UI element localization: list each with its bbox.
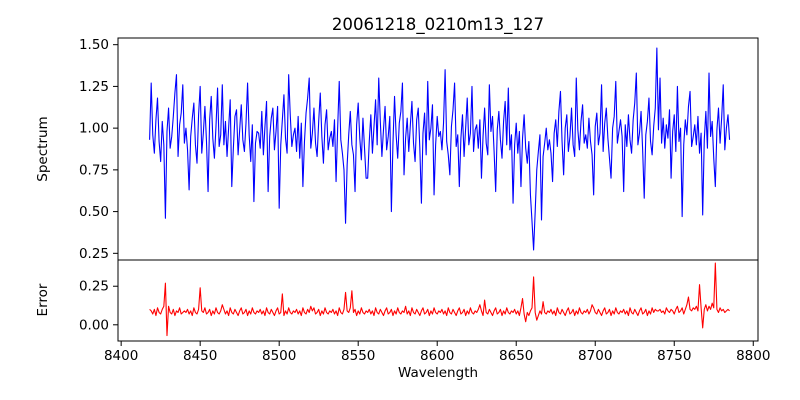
x-axis-label: Wavelength (398, 365, 478, 381)
x-tick-label: 8450 (183, 348, 217, 364)
x-tick-label: 8650 (499, 348, 533, 364)
error-y-tick-label: 0.00 (79, 317, 109, 333)
x-tick-label: 8500 (262, 348, 296, 364)
chart-title: 20061218_0210m13_127 (332, 15, 544, 35)
error-axes-frame (117, 259, 759, 342)
x-tick-label: 8700 (578, 348, 612, 364)
x-tick-label: 8400 (104, 348, 138, 364)
x-tick-label: 8600 (420, 348, 454, 364)
spectrum-y-axis-label: Spectrum (35, 116, 51, 181)
spectrum-y-tick-label: 1.50 (79, 37, 109, 53)
plot-area: 0.25 0.50 0.75 1.00 1.25 1.50 0.00 0.25 8400 8450… (79, 37, 771, 364)
error-line (149, 262, 730, 337)
spectrum-y-tick-label: 0.25 (79, 246, 109, 262)
error-y-tick-label: 0.25 (79, 279, 109, 295)
spectrum-y-tick-label: 0.75 (79, 162, 109, 178)
spectrum-y-tick-label: 0.50 (79, 204, 109, 220)
x-tick-label: 8800 (736, 348, 770, 364)
error-y-axis-label: Error (35, 283, 51, 316)
spectrum-y-tick-label: 1.00 (79, 121, 109, 137)
x-tick-label: 8550 (341, 348, 375, 364)
spectrum-y-tick-label: 1.25 (79, 79, 109, 95)
spectrum-line (149, 47, 731, 251)
x-tick-label: 8750 (657, 348, 691, 364)
